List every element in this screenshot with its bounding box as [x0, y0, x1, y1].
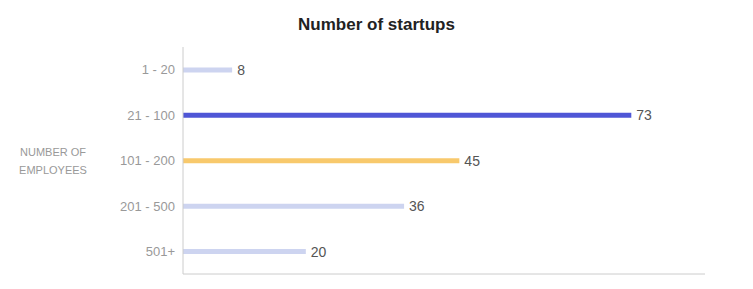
svg-text:73: 73: [636, 107, 652, 123]
html-text:EMPLOYEES: EMPLOYEES: [19, 163, 87, 176]
html-text:Number of startups: Number of startups: [298, 15, 455, 34]
svg-text:201 - 500: 201 - 500: [120, 199, 175, 214]
svg-text:45: 45: [464, 153, 480, 169]
html-text:NUMBER OF: NUMBER OF: [20, 145, 86, 158]
svg-text:8: 8: [237, 62, 245, 78]
svg-text:101 - 200: 101 - 200: [120, 153, 175, 168]
svg-text:501+: 501+: [146, 244, 175, 259]
svg-text:20: 20: [311, 244, 327, 260]
svg-text:21 - 100: 21 - 100: [127, 108, 175, 123]
svg-text:1 - 20: 1 - 20: [142, 62, 175, 77]
svg-text:36: 36: [409, 198, 425, 214]
